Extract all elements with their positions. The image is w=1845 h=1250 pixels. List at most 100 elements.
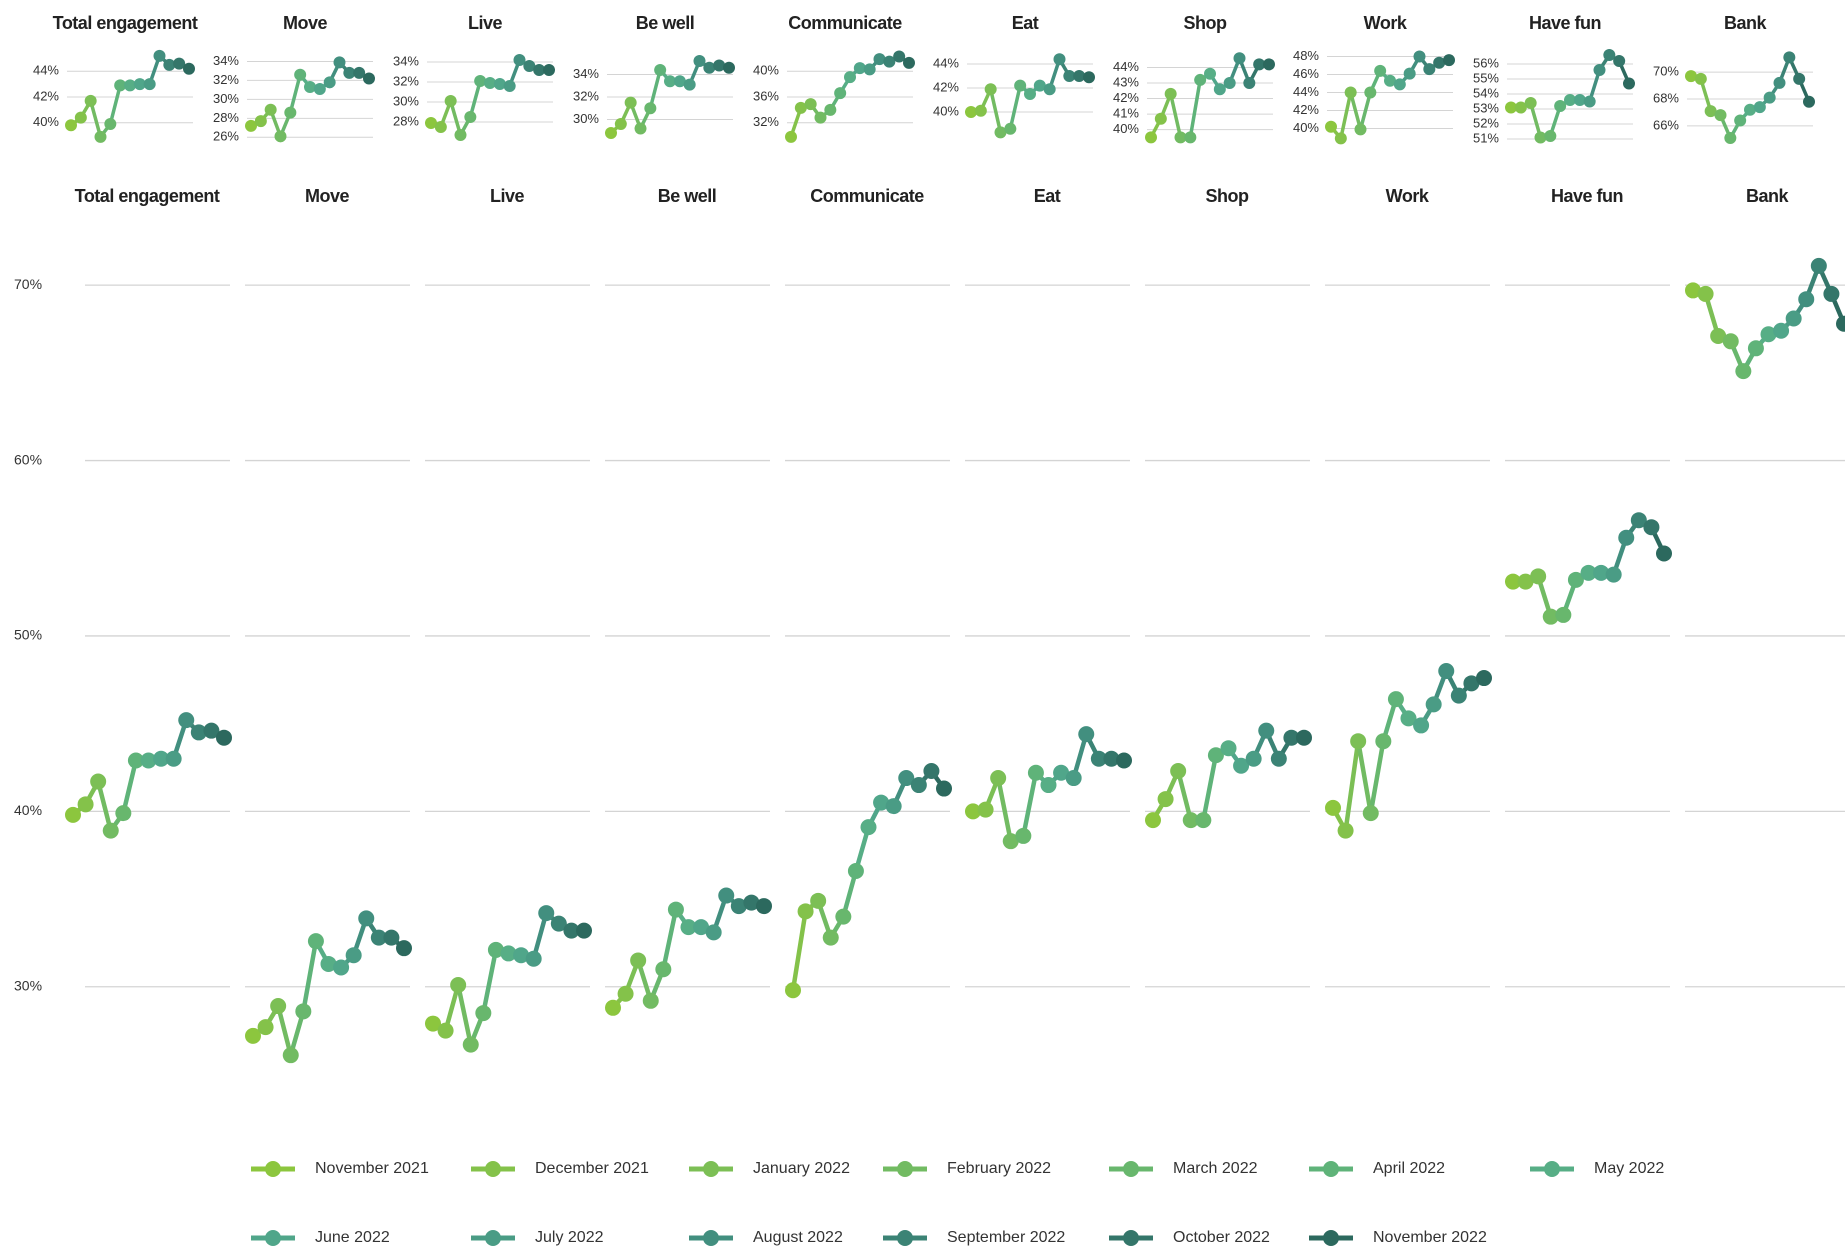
point [1656, 545, 1672, 562]
point [1773, 76, 1786, 89]
point [634, 122, 647, 135]
point [1296, 729, 1312, 746]
y-tick-label: 50% [14, 627, 42, 643]
point [444, 95, 457, 107]
point [1220, 740, 1237, 757]
point [127, 752, 144, 769]
point [1350, 733, 1367, 750]
point [1798, 291, 1815, 308]
point [923, 763, 940, 780]
point [538, 905, 555, 922]
legend-label: September 2022 [947, 1229, 1065, 1246]
point [1413, 717, 1430, 734]
small-y-tick-label: 32% [393, 73, 419, 88]
point [353, 66, 366, 79]
point [124, 79, 136, 92]
point [90, 773, 107, 790]
point [1073, 70, 1086, 82]
point [245, 119, 257, 132]
small-y-tick-label: 36% [753, 88, 779, 103]
point [1334, 132, 1347, 145]
line-segment [1008, 83, 1022, 131]
point [1564, 94, 1576, 106]
point [1530, 568, 1547, 585]
small-y-tick-label: 30% [393, 93, 419, 108]
point [1204, 67, 1216, 80]
point [642, 992, 659, 1009]
point [1387, 691, 1404, 708]
point [190, 724, 207, 741]
point [307, 933, 324, 950]
point [1714, 109, 1727, 122]
point [1325, 120, 1337, 133]
small-y-tick-label: 28% [393, 113, 419, 128]
point [617, 985, 634, 1002]
point [1053, 764, 1070, 781]
point [1078, 726, 1095, 743]
point [487, 941, 504, 958]
legend-label: January 2022 [753, 1160, 850, 1177]
panel-title: Be well [658, 186, 717, 206]
point [1505, 101, 1517, 114]
point [1154, 112, 1167, 125]
legend-marker [265, 1161, 281, 1177]
point [743, 894, 760, 911]
panel-title: Work [1386, 186, 1430, 206]
point [1753, 101, 1766, 114]
point [1263, 58, 1275, 71]
point [1793, 72, 1806, 85]
legend-marker [703, 1230, 719, 1246]
point [1384, 74, 1396, 87]
point [1223, 77, 1236, 90]
small-y-tick-label: 42% [933, 79, 959, 94]
small-y-tick-label: 44% [1113, 59, 1139, 74]
point [1593, 64, 1606, 76]
point [203, 722, 220, 739]
point [474, 75, 487, 87]
point [294, 68, 307, 81]
point [143, 78, 156, 91]
point [1337, 822, 1354, 839]
line-segment [1201, 752, 1219, 823]
y-tick-label: 40% [14, 802, 42, 818]
point [74, 111, 87, 124]
legend-label: May 2022 [1594, 1160, 1664, 1177]
point [1697, 285, 1714, 302]
point [1836, 315, 1845, 332]
point [1423, 63, 1436, 76]
legend-marker [1123, 1230, 1139, 1246]
small-title: Bank [1724, 13, 1768, 33]
point [1603, 49, 1616, 61]
point [153, 750, 170, 767]
point [1438, 663, 1455, 680]
point [1207, 747, 1224, 764]
point [713, 59, 726, 72]
small-y-tick-label: 70% [1653, 64, 1679, 79]
point [1605, 566, 1622, 583]
point [1233, 757, 1250, 774]
small-title: Move [283, 13, 328, 33]
line-segment [995, 775, 1013, 844]
point [644, 102, 657, 115]
small-y-tick-label: 43% [1113, 74, 1139, 89]
point [396, 940, 412, 957]
point [104, 118, 117, 130]
line-segment [455, 982, 473, 1047]
point [1630, 512, 1647, 529]
point [1245, 750, 1262, 767]
legend-label: June 2022 [315, 1229, 390, 1246]
small-y-tick-label: 34% [573, 66, 599, 81]
point [994, 126, 1007, 139]
small-title: Shop [1184, 13, 1227, 33]
point [65, 806, 81, 823]
point [1694, 72, 1707, 85]
small-title: Communicate [788, 13, 902, 33]
point [718, 887, 735, 904]
small-y-tick-label: 44% [933, 55, 959, 70]
point [797, 903, 814, 920]
point [624, 96, 637, 109]
point [163, 58, 176, 71]
small-title: Have fun [1529, 13, 1601, 33]
line-segment [108, 83, 122, 126]
line-segment [1343, 738, 1361, 833]
